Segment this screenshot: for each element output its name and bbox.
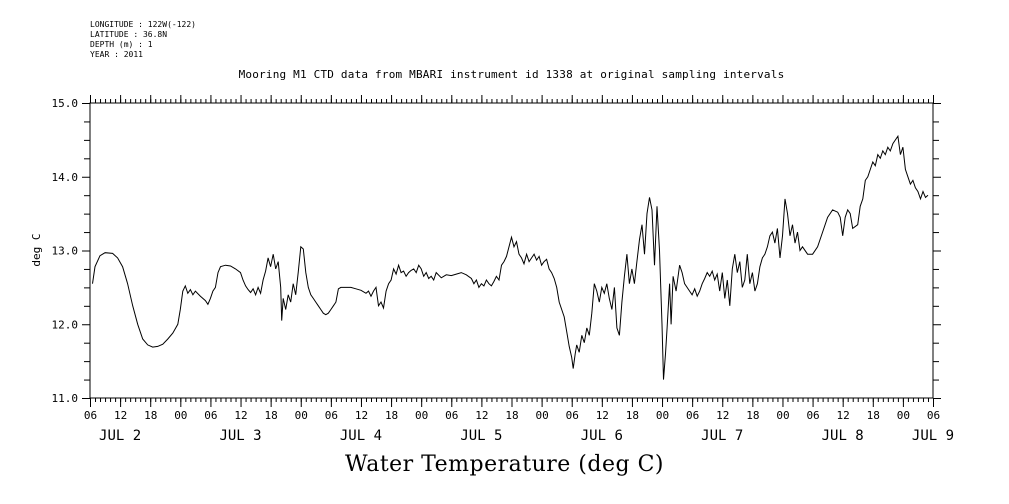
x-tick-label: 00 — [897, 409, 910, 422]
depth-text: DEPTH (m) : 1 — [90, 40, 153, 49]
minor-ticks — [90, 99, 934, 402]
x-tick-label: 00 — [415, 409, 428, 422]
longitude-text: LONGITUDE : 122W(-122) — [90, 20, 196, 29]
day-label: JUL 9 — [912, 428, 954, 444]
x-tick-label: 00 — [295, 409, 308, 422]
plot-frame — [89, 102, 934, 399]
x-tick-label: 06 — [806, 409, 819, 422]
day-label: JUL 5 — [460, 428, 502, 444]
x-tick-label: 18 — [505, 409, 518, 422]
x-tick-label: 06 — [445, 409, 458, 422]
x-tick-label: 18 — [867, 409, 880, 422]
x-tick-label: 18 — [746, 409, 759, 422]
y-tick-label: 15.0 — [52, 97, 79, 110]
x-tick-label: 06 — [566, 409, 579, 422]
x-tick-label: 00 — [535, 409, 548, 422]
y-tick-label: 14.0 — [52, 171, 79, 184]
series-line — [92, 134, 929, 380]
x-tick-label: 18 — [626, 409, 639, 422]
x-tick-label: 18 — [265, 409, 278, 422]
x-tick-label: 18 — [144, 409, 157, 422]
day-label: JUL 3 — [219, 428, 261, 444]
x-tick-label: 12 — [114, 409, 127, 422]
x-tick-label: 12 — [234, 409, 247, 422]
x-tick-label: 00 — [656, 409, 669, 422]
y-axis-ticks: 11.0 12.0 13.0 14.0 15.0 — [52, 97, 941, 405]
x-tick-label: 00 — [776, 409, 789, 422]
x-tick-label: 12 — [716, 409, 729, 422]
day-label: JUL 6 — [581, 428, 623, 444]
latitude-text: LATITUDE : 36.8N — [90, 30, 168, 39]
year-text: YEAR : 2011 — [90, 50, 143, 59]
x-tick-label: 06 — [325, 409, 338, 422]
x-tick-label: 12 — [355, 409, 368, 422]
x-tick-label: 12 — [596, 409, 609, 422]
x-tick-label: 06 — [204, 409, 217, 422]
y-tick-label: 11.0 — [52, 392, 79, 405]
day-label: JUL 2 — [99, 428, 141, 444]
y-tick-label: 12.0 — [52, 318, 79, 331]
x-tick-label: 06 — [927, 409, 940, 422]
bottom-title: Water Temperature (deg C) — [345, 452, 664, 477]
x-tick-label: 12 — [837, 409, 850, 422]
x-axis-ticks: 06 12 18 00 06 12 18 00 06 12 18 00 06 12 18 00 06 12 18 00… — [84, 95, 940, 422]
x-tick-label: 12 — [475, 409, 488, 422]
day-labels: JUL 2 JUL 3 JUL 4 JUL 5 JUL 6 JUL 7 JUL 8 JUL 9 — [99, 428, 954, 444]
chart-title: Mooring M1 CTD data from MBARI instrumen… — [238, 68, 785, 81]
x-tick-label: 06 — [84, 409, 97, 422]
day-label: JUL 4 — [340, 428, 382, 444]
y-tick-label: 13.0 — [52, 245, 79, 258]
x-tick-label: 00 — [174, 409, 187, 422]
y-axis-label: deg C — [30, 233, 43, 266]
day-label: JUL 7 — [701, 428, 743, 444]
metadata-block: LONGITUDE : 122W(-122) LATITUDE : 36.8N … — [90, 20, 196, 60]
x-tick-label: 18 — [385, 409, 398, 422]
day-label: JUL 8 — [822, 428, 864, 444]
x-tick-label: 06 — [686, 409, 699, 422]
